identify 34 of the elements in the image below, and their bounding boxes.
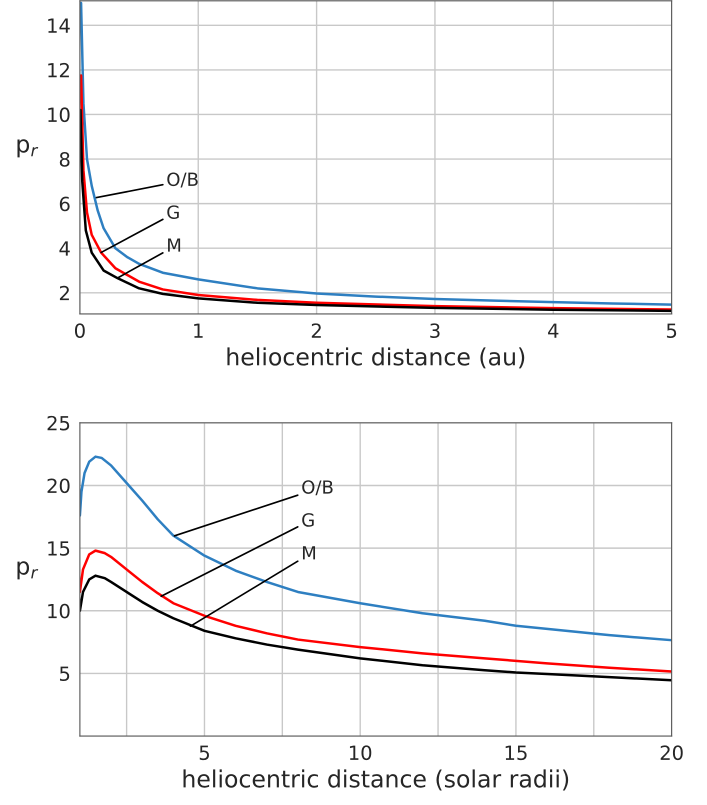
y-tick-label: 14 (48, 18, 70, 33)
y-tick-label: 8 (60, 152, 70, 167)
y-tick-label: 25 (48, 416, 70, 431)
y-tick-label: 10 (48, 604, 70, 618)
annotation: G (302, 513, 314, 527)
y-tick-label: 5 (60, 666, 70, 682)
x-tick-label: 1 (194, 324, 203, 338)
x-tick-label: 5 (200, 746, 209, 760)
line-series (80, 455, 672, 642)
x-tick-label: 15 (506, 746, 527, 760)
y-tick-label: 4 (59, 241, 70, 256)
y-tick-label: 6 (60, 196, 70, 212)
x-tick-label: 4 (548, 324, 558, 338)
y-tick-label: 15 (48, 541, 70, 556)
x-tick-label: 3 (430, 323, 440, 338)
x-tick-label: 20 (660, 745, 683, 760)
line-series (80, 74, 672, 311)
annotation: M (302, 546, 316, 560)
x-tick-label: 0 (74, 323, 85, 338)
annotation: O/B (167, 172, 198, 188)
annotation: G (167, 205, 179, 219)
x-axis-title: heliocentric distance (au) (227, 347, 524, 368)
y-axis-title: p$_{r}$ (17, 139, 38, 158)
y-tick-label: 12 (48, 62, 69, 78)
y-tick-label: 2 (60, 286, 69, 300)
x-tick-label: 2 (312, 323, 321, 338)
x-axis-title: heliocentric distance (solar radii) (184, 769, 568, 790)
x-tick-label: 10 (350, 745, 372, 760)
x-tick-label: 5 (666, 324, 676, 338)
annotation: M (168, 238, 180, 252)
y-tick-label: 10 (48, 107, 70, 122)
annotation: O/B (302, 480, 333, 496)
y-axis-title: p$_{r}$ (17, 561, 38, 580)
y-tick-label: 20 (48, 478, 70, 494)
